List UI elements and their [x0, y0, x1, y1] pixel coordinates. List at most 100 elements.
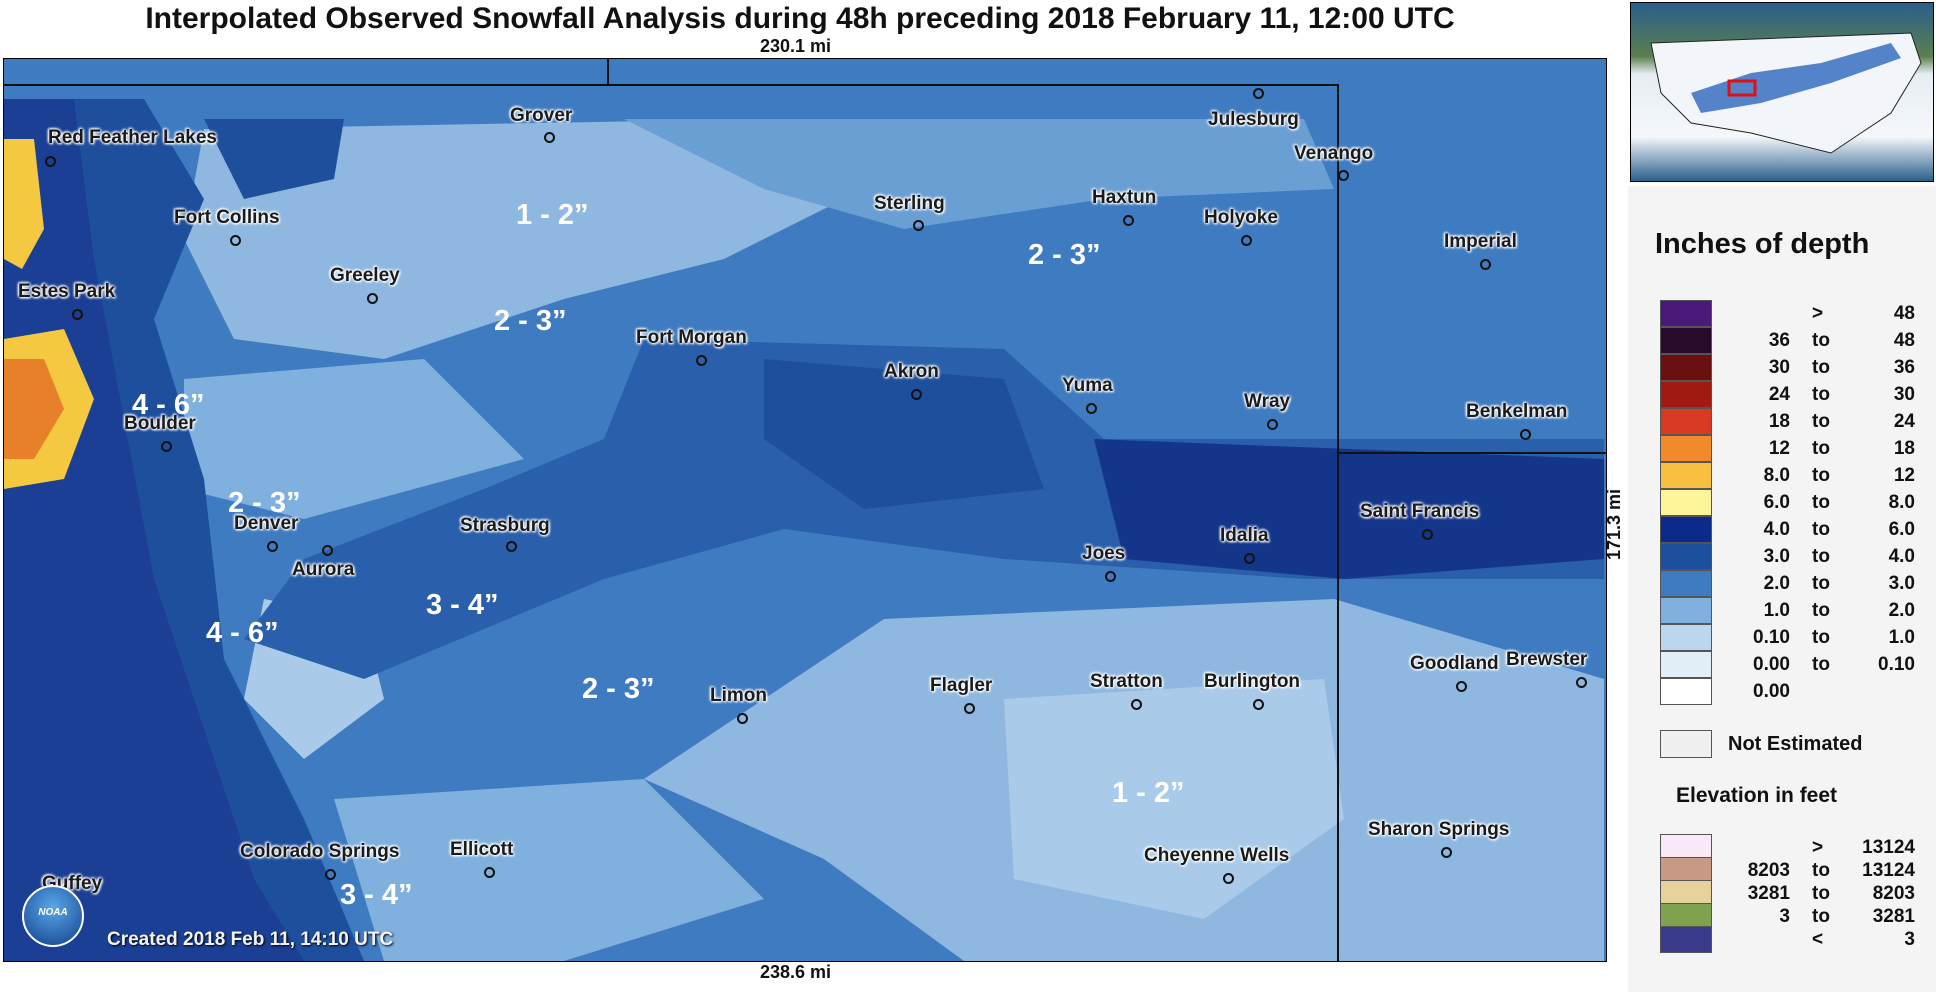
elevation-legend-hi: 3281	[1872, 906, 1915, 927]
snow-legend-swatch	[1660, 327, 1712, 354]
snow-legend-mid: to	[1812, 384, 1830, 405]
snow-legend-lo: 36	[1768, 330, 1790, 351]
snow-legend-swatch	[1660, 408, 1712, 435]
light-band-mid	[184, 359, 524, 519]
city-marker	[161, 441, 172, 452]
snow-legend-hi: 30	[1893, 384, 1915, 405]
snow-legend-swatch	[1660, 489, 1712, 516]
elevation-legend-mid: >	[1812, 837, 1824, 858]
city-wray: Wray	[1244, 391, 1291, 412]
snow-legend-swatch	[1660, 651, 1712, 678]
elevation-legend-mid: to	[1812, 906, 1830, 927]
snow-legend-hi: 36	[1893, 357, 1915, 378]
side-distance-label: 171.3 mi	[1604, 488, 1624, 560]
light-band-north-2	[624, 119, 1334, 229]
city-marker	[1480, 259, 1491, 270]
snow-legend-mid: to	[1812, 627, 1830, 648]
snow-legend-lo: 2.0	[1763, 573, 1790, 594]
top-distance-label: 230.1 mi	[760, 36, 832, 56]
mountain-orange	[4, 359, 64, 459]
amount-label: 1 - 2”	[516, 199, 589, 231]
amount-label: 3 - 4”	[426, 589, 499, 621]
snow-legend-mid: to	[1812, 573, 1830, 594]
city-sterling: Sterling	[874, 193, 945, 214]
amount-label: 4 - 6”	[132, 389, 205, 421]
city-marker	[506, 541, 517, 552]
snow-legend-swatch	[1660, 381, 1712, 408]
city-marker	[964, 703, 975, 714]
city-brewster: Brewster	[1506, 649, 1588, 670]
snow-legend-lo: 0.10	[1753, 627, 1790, 648]
snow-legend-hi: 4.0	[1888, 546, 1915, 567]
city-marker	[1123, 215, 1134, 226]
snow-legend-mid: to	[1812, 465, 1830, 486]
city-marker	[737, 713, 748, 724]
snow-legend-hi: 18	[1893, 438, 1915, 459]
elevation-legend-mid: to	[1812, 883, 1830, 904]
city-cheyenne-wells: Cheyenne Wells	[1144, 845, 1290, 866]
snow-legend-hi: 48	[1893, 303, 1915, 324]
city-marker	[267, 541, 278, 552]
map-shading	[4, 59, 1606, 961]
dark-band-central	[244, 339, 1604, 679]
snow-legend-hi: 6.0	[1888, 519, 1915, 540]
snow-legend-swatch	[1660, 300, 1712, 327]
light-band-north	[184, 119, 844, 359]
city-marker	[1456, 681, 1467, 692]
created-timestamp: Created 2018 Feb 11, 14:10 UTC	[107, 929, 394, 950]
amount-label: 2 - 3”	[1028, 239, 1101, 271]
snow-legend-swatch	[1660, 354, 1712, 381]
snow-legend-swatch	[1660, 462, 1712, 489]
snow-legend-lo: 18	[1768, 411, 1790, 432]
snow-legend-lo: 12	[1768, 438, 1790, 459]
city-stratton: Stratton	[1090, 671, 1163, 692]
city-marker	[1105, 571, 1116, 582]
snow-legend-lo: 6.0	[1763, 492, 1790, 513]
elevation-legend-hi: 8203	[1872, 883, 1915, 904]
map-title: Interpolated Observed Snowfall Analysis …	[145, 2, 1455, 35]
elevation-legend-hi: 13124	[1862, 837, 1915, 858]
snow-legend-lo: 30	[1768, 357, 1790, 378]
city-marker	[367, 293, 378, 304]
snow-legend-mid: to	[1812, 546, 1830, 567]
inset-region-box	[1727, 79, 1757, 97]
bottom-distance-label: 238.6 mi	[760, 962, 832, 982]
snow-legend-mid: to	[1812, 357, 1830, 378]
city-marker	[1253, 699, 1264, 710]
city-goodland: Goodland	[1410, 653, 1499, 674]
elevation-legend-title: Elevation in feet	[1676, 784, 1838, 807]
legend-title: Inches of depth	[1655, 228, 1870, 260]
city-marker	[1267, 419, 1278, 430]
snow-legend-swatch	[1660, 624, 1712, 651]
amount-label: 2 - 3”	[228, 487, 301, 519]
snow-legend-swatch	[1660, 597, 1712, 624]
amount-label: 4 - 6”	[206, 617, 279, 649]
city-marker	[484, 867, 495, 878]
city-marker	[322, 545, 333, 556]
city-aurora: Aurora	[292, 559, 355, 580]
city-marker	[1520, 429, 1531, 440]
snow-legend-mid: to	[1812, 519, 1830, 540]
elevation-legend-swatch	[1660, 903, 1712, 930]
snowfall-map[interactable]: Red Feather Lakes Grover Julesburg Venan…	[3, 58, 1607, 962]
city-strasburg: Strasburg	[460, 515, 550, 536]
city-marker	[1131, 699, 1142, 710]
us-inset-map	[1630, 2, 1934, 182]
city-boulder: Boulder	[124, 413, 196, 434]
noaa-logo: NOAA	[22, 885, 84, 947]
snow-legend-mid: to	[1812, 492, 1830, 513]
city-marker	[1338, 170, 1349, 181]
snow-legend-mid: to	[1812, 330, 1830, 351]
city-julesburg: Julesburg	[1208, 109, 1299, 130]
elevation-legend-lo: 8203	[1747, 860, 1790, 881]
very-dark-band-east	[1094, 439, 1604, 579]
snow-legend-swatch	[1660, 543, 1712, 570]
city-venango: Venango	[1294, 143, 1374, 164]
snow-legend-lo: 8.0	[1763, 465, 1790, 486]
snow-legend-swatch	[1660, 678, 1712, 705]
city-yuma: Yuma	[1062, 375, 1113, 396]
dark-band-akron	[764, 359, 1044, 509]
snow-legend-hi: 48	[1893, 330, 1915, 351]
noaa-logo-text: NOAA	[38, 907, 68, 918]
city-joes: Joes	[1082, 543, 1126, 564]
